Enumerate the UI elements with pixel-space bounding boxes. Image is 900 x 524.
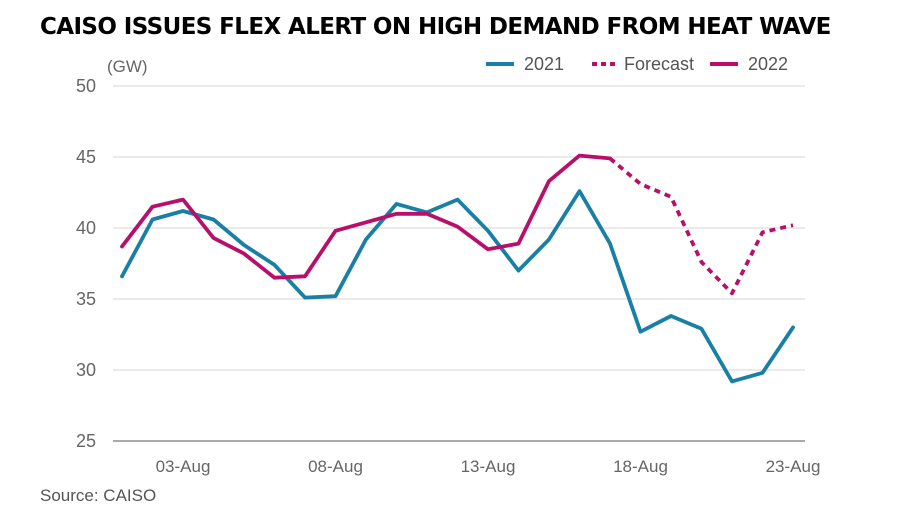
x-tick-label: 13-Aug [461, 457, 516, 476]
y-tick-label: 35 [76, 289, 96, 309]
legend-label-forecast: Forecast [624, 54, 694, 74]
y-tick-label: 25 [76, 431, 96, 451]
y-tick-label: 30 [76, 360, 96, 380]
y-tick-label: 50 [76, 76, 96, 96]
chart-title: CAISO ISSUES FLEX ALERT ON HIGH DEMAND F… [40, 14, 831, 40]
x-tick-label: 03-Aug [156, 457, 211, 476]
source-note: Source: CAISO [40, 486, 157, 505]
legend: 2021 Forecast 2022 [486, 54, 788, 74]
x-tick-label: 23-Aug [766, 457, 821, 476]
legend-label-2022: 2022 [748, 54, 788, 74]
x-tick-label: 08-Aug [308, 457, 363, 476]
series-line-forecast [608, 156, 794, 296]
y-tick-label: 40 [76, 218, 96, 238]
axis-labels: 50 45 40 35 30 25 (GW) 03-Aug 08-Aug 13-Aug 18-Aug… [76, 57, 820, 476]
series-line-2022 [120, 153, 612, 280]
y-axis-unit-label: (GW) [107, 57, 148, 76]
legend-label-2021: 2021 [524, 54, 564, 74]
series-layer [120, 153, 795, 384]
series-line-2021 [120, 189, 795, 384]
y-tick-label: 45 [76, 147, 96, 167]
x-tick-label: 18-Aug [613, 457, 668, 476]
